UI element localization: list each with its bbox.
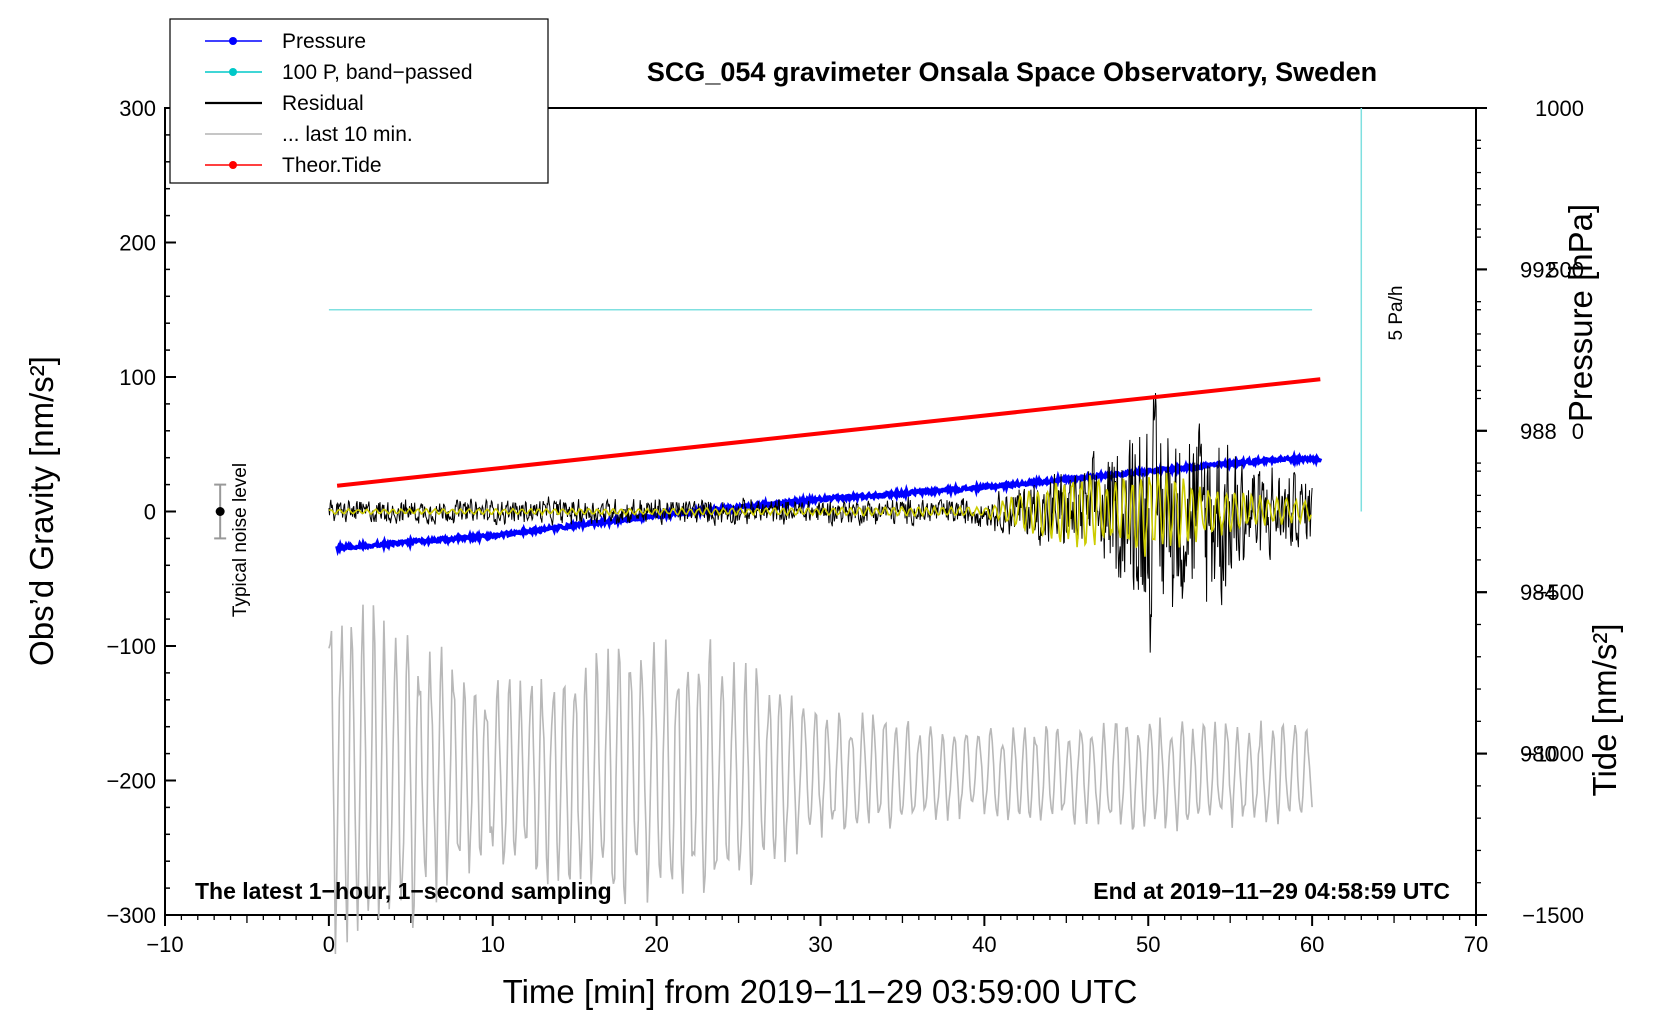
tide-tick-label: 1000 (1535, 96, 1584, 121)
x-tick-label: 70 (1464, 932, 1488, 957)
x-tick-label: 20 (644, 932, 668, 957)
residual-filtered-line (328, 472, 1312, 557)
x-tick-label: −10 (146, 932, 183, 957)
x-tick-label: 0 (323, 932, 335, 957)
y-tick-label: 100 (119, 365, 156, 390)
end-time-note: End at 2019−11−29 04:58:59 UTC (1093, 878, 1450, 904)
noise-level-label: Typical noise level (230, 463, 251, 617)
legend-label: Pressure (282, 30, 366, 53)
legend-label: 100 P, band−passed (282, 61, 473, 84)
y-tick-label: 0 (144, 500, 156, 525)
x-tick-label: 10 (481, 932, 505, 957)
pressure-tick-label: 992 (1520, 257, 1557, 282)
gravity-axis-ticks: −300 −200 −100 0 100 200 300 (106, 96, 176, 928)
pressure-tick-label: 980 (1520, 742, 1557, 767)
y-tick-label: 300 (119, 96, 156, 121)
last-10-min-line (328, 604, 1313, 955)
y-tick-label: −200 (106, 769, 156, 794)
x-tick-label: 30 (808, 932, 832, 957)
series-layer (328, 108, 1363, 955)
pressure-tick-label: 988 (1520, 419, 1557, 444)
pressure-rate-label: 5 Pa/h (1386, 286, 1407, 341)
noise-level-point (215, 507, 225, 516)
tide-tick-label: 0 (1572, 419, 1584, 444)
theoretical-tide-line (336, 377, 1321, 488)
y-tick-label: −100 (106, 634, 156, 659)
legend-label: Residual (282, 92, 364, 115)
legend-label: ... last 10 min. (282, 123, 413, 146)
y-axis-title-pressure: Pressure [hPa] (1562, 204, 1599, 422)
x-tick-label: 60 (1300, 932, 1324, 957)
legend: Pressure 100 P, band−passed Residual ... la… (169, 18, 549, 184)
tide-tick-label: 500 (1547, 257, 1584, 282)
legend-marker (229, 68, 237, 76)
y-axis-title-tide: Tide [nm/s²] (1586, 624, 1623, 797)
pressure-tick-label: 984 (1520, 580, 1557, 605)
time-axis-ticks: −10 0 10 20 30 40 50 60 70 (146, 915, 1488, 957)
tide-tick-label: −500 (1534, 580, 1584, 605)
y-tick-label: −300 (106, 903, 156, 928)
tide-tick-label: −1500 (1522, 903, 1584, 928)
pressure-axis-ticks: 980 984 988 992 (1476, 147, 1557, 767)
legend-box (169, 18, 549, 184)
tide-tick-label: −1000 (1522, 742, 1584, 767)
legend-label: Theor.Tide (282, 154, 382, 177)
x-tick-label: 40 (972, 932, 996, 957)
legend-marker (229, 37, 237, 45)
noise-level-indicator (214, 483, 227, 540)
y-axis-title-gravity: Obs’d Gravity [nm/s²] (23, 356, 60, 666)
legend-marker (229, 161, 237, 169)
chart-title: SCG_054 gravimeter Onsala Space Observat… (647, 57, 1377, 87)
x-tick-label: 50 (1136, 932, 1160, 957)
y-tick-label: 200 (119, 231, 156, 256)
x-axis-title: Time [min] from 2019−11−29 03:59:00 UTC (503, 973, 1138, 1010)
sampling-note: The latest 1−hour, 1−second sampling (195, 878, 612, 904)
tide-axis-ticks: −1500 −1000 −500 0 500 1000 (1476, 96, 1584, 928)
